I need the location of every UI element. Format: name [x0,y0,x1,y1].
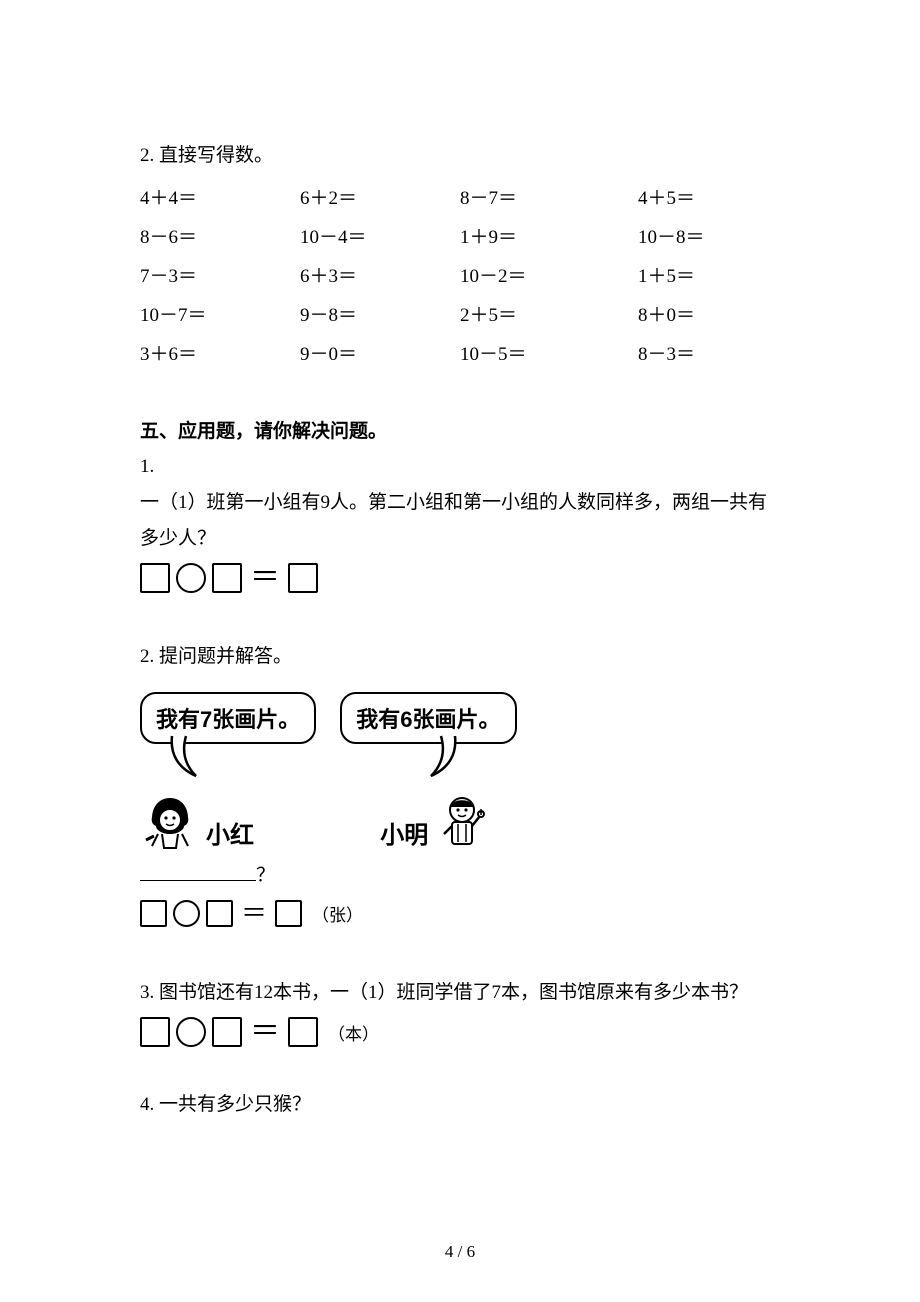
arith-cell: 10－2＝ [460,261,620,288]
arith-cell: 10－8＝ [620,222,780,249]
girl-icon [140,790,200,850]
arith-cell: 10－4＝ [300,222,460,249]
arith-cell: 6＋2＝ [300,183,460,210]
arith-cell: 1＋5＝ [620,261,780,288]
bubble-right-text: 我有6张画片。 [356,707,500,732]
boy-icon [434,790,490,850]
box-icon [288,1017,318,1047]
q2-title: 2. 直接写得数。 [140,140,780,167]
arith-cell: 2＋5＝ [460,300,620,327]
bubble-tail-icon [413,734,459,780]
box-icon [140,900,167,927]
name-right: 小明 [380,815,428,850]
arith-cell: 6＋3＝ [300,261,460,288]
box-icon [206,900,233,927]
arith-cell: 10－5＝ [460,339,620,366]
p2-unit: （张） [312,901,363,926]
arith-cell: 1＋9＝ [460,222,620,249]
arith-cell: 9－8＝ [300,300,460,327]
arith-cell: 4＋5＝ [620,183,780,210]
box-icon [212,563,242,593]
p3-unit: （本） [328,1020,379,1045]
p1-text: 一（1）班第一小组有9人。第二小组和第一小组的人数同样多，两组一共有多少人？ [140,485,780,557]
arith-cell: 8－7＝ [460,183,620,210]
arith-cell: 10－7＝ [140,300,300,327]
p3-equation: ＝ （本） [140,1017,780,1047]
box-icon [140,563,170,593]
equals-icon: ＝ [248,1019,282,1045]
blank-line [140,861,256,881]
circle-icon [176,1017,206,1047]
name-left: 小红 [206,815,254,850]
box-icon [275,900,302,927]
p4-text: 4. 一共有多少只猴？ [140,1087,780,1123]
page-number: 4 / 6 [0,1242,920,1262]
p1-equation: ＝ [140,563,780,593]
box-icon [212,1017,242,1047]
bubble-right: 我有6张画片。 [340,692,516,744]
arith-cell: 7－3＝ [140,261,300,288]
arith-cell: 4＋4＝ [140,183,300,210]
arith-cell: 9－0＝ [300,339,460,366]
p2-fill-line: ？ [140,858,780,894]
arith-grid: 4＋4＝ 6＋2＝ 8－7＝ 4＋5＝ 8－6＝ 10－4＝ 1＋9＝ 10－8… [140,183,780,366]
section-5-heading: 五、应用题，请你解决问题。 [140,416,780,443]
bubble-left: 我有7张画片。 [140,692,316,744]
bubble-tail-icon [168,734,214,780]
arith-cell: 8－6＝ [140,222,300,249]
equals-icon: ＝ [248,565,282,591]
p3-text: 3. 图书馆还有12本书，一（1）班同学借了7本，图书馆原来有多少本书？ [140,975,780,1011]
box-icon [288,563,318,593]
equals-icon: ＝ [239,902,269,925]
circle-icon [176,563,206,593]
circle-icon [173,900,200,927]
dialog-row: 我有7张画片。 小红 [140,692,780,850]
p2-title: 2. 提问题并解答。 [140,641,780,668]
qmark: ？ [256,865,275,886]
p2-equation: ＝ （张） [140,900,780,927]
arith-cell: 8－3＝ [620,339,780,366]
arith-cell: 8＋0＝ [620,300,780,327]
bubble-left-text: 我有7张画片。 [156,707,300,732]
box-icon [140,1017,170,1047]
arith-cell: 3＋6＝ [140,339,300,366]
p1-num: 1. [140,449,780,485]
